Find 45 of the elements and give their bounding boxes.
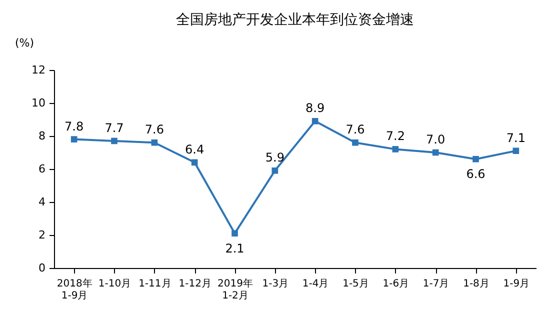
x-tick-label: 1-6月	[382, 278, 410, 290]
point	[272, 167, 278, 174]
data-label: 7.1	[506, 130, 526, 145]
x-tick-label: 1-12月	[178, 278, 212, 290]
x-tick-label: 2018年 1-9月	[56, 278, 92, 302]
data-label: 7.7	[104, 120, 124, 135]
x-tick-label: 1-9月	[503, 278, 530, 290]
x-tick-label: 1-8月	[463, 278, 490, 290]
data-label: 6.6	[466, 167, 486, 182]
x-tick-label: 1-7月	[422, 278, 450, 290]
point	[352, 139, 358, 146]
point	[432, 149, 439, 156]
y-tick-label: 8	[38, 130, 46, 142]
data-label: 7.0	[426, 132, 446, 146]
y-tick-label: 0	[38, 262, 46, 274]
data-label: 5.9	[265, 150, 284, 165]
data-label: 8.9	[306, 101, 325, 116]
data-label: 2.1	[225, 241, 244, 256]
y-tick-label: 6	[38, 162, 46, 176]
data-label: 7.6	[346, 122, 365, 137]
x-tick-label: 1-11月	[138, 278, 172, 290]
y-axis-title: (%)	[14, 36, 34, 50]
y-tick-label: 2	[38, 228, 46, 242]
point	[232, 230, 238, 237]
point	[512, 148, 520, 154]
point	[70, 136, 78, 142]
x-tick-label: 2019年 1-2月	[218, 278, 253, 302]
point	[151, 139, 158, 146]
data-label: 7.8	[64, 119, 84, 134]
x-tick-label: 1-3月	[262, 278, 289, 290]
data-label: 6.4	[185, 142, 204, 156]
x-tick-label: 1-5月	[342, 278, 369, 290]
y-tick-label: 4	[38, 196, 46, 208]
x-tick-label: 1-10月	[98, 278, 132, 290]
point	[191, 159, 198, 166]
data-label: 7.2	[386, 129, 405, 144]
point	[472, 156, 479, 162]
x-tick-label: 1-4月	[302, 278, 329, 290]
y-tick-label: 10	[32, 96, 46, 110]
data-label: 7.6	[144, 122, 164, 137]
chart-title: 全国房地产开发企业本年到位资金增速	[176, 12, 414, 28]
point	[111, 138, 118, 144]
y-tick-label: 12	[32, 64, 46, 76]
point	[312, 118, 318, 124]
point	[392, 146, 399, 152]
